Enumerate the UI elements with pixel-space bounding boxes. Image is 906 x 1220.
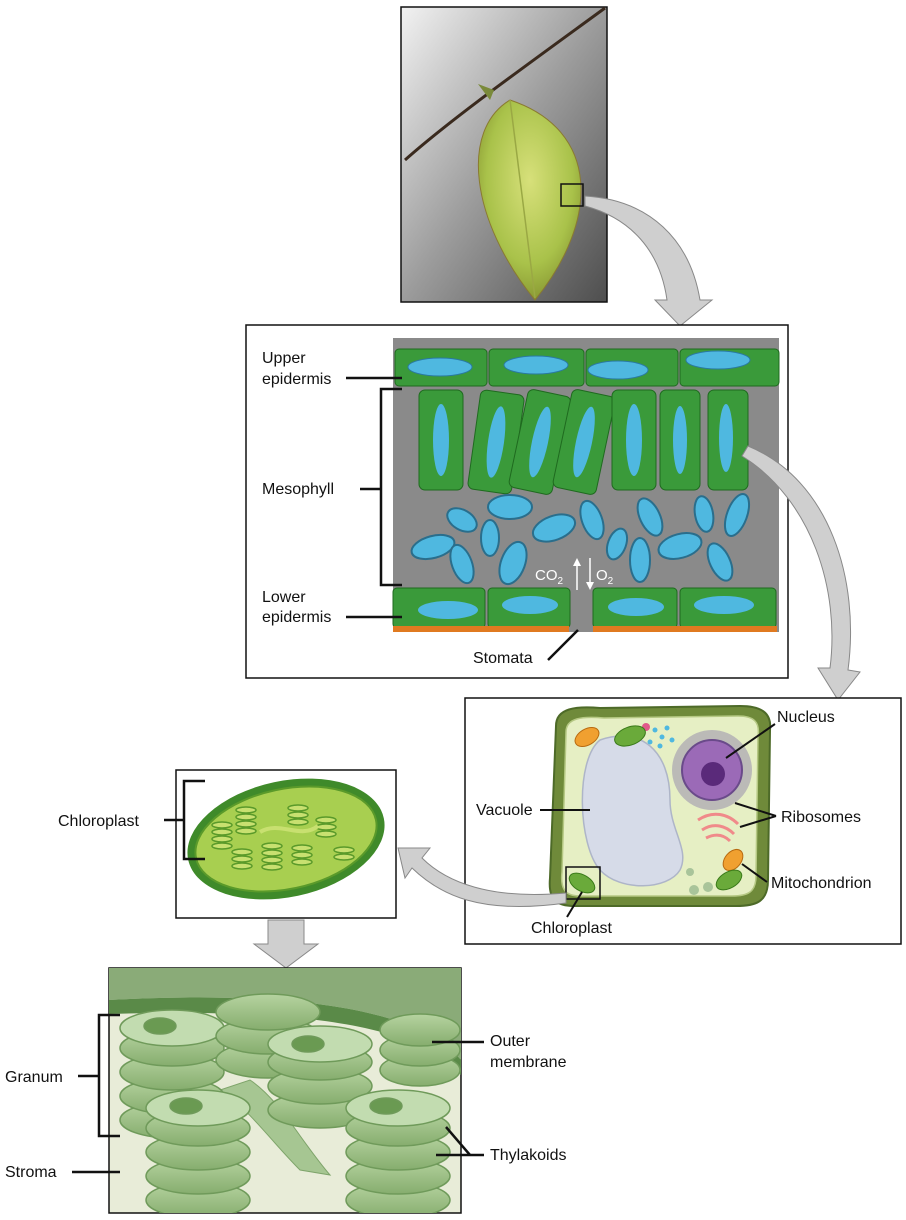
granum-stack-5 <box>345 1089 451 1213</box>
zoom-box-leaf <box>560 183 584 207</box>
upper-epidermis-cells <box>394 348 780 387</box>
ribosomes-pointer-2 <box>739 815 777 828</box>
plant-cell-panel: Nucleus Vacuole Ribosomes Mitochondrion … <box>464 697 902 945</box>
granum-stack-3 <box>267 1025 373 1129</box>
outer-membrane <box>109 968 461 1060</box>
chloroplast-top <box>614 725 646 747</box>
leaf-cross-section-panel: CO2 O2 Upper epidermis Mesophyll Lower e… <box>245 324 789 679</box>
stomata-label: Stomata <box>473 650 533 667</box>
nucleus-pointer <box>725 723 776 759</box>
spongy-cells <box>410 493 751 586</box>
leaf <box>477 99 582 301</box>
granum-stack-4 <box>145 1089 251 1213</box>
chloroplast-cell-label: Chloroplast <box>531 920 612 937</box>
mesophyll-bracket <box>379 387 402 587</box>
mitochondrion-label: Mitochondrion <box>771 875 872 892</box>
zoom-arrow-1 <box>584 195 714 327</box>
golgi <box>697 812 740 843</box>
ribosomes-pointer-1 <box>734 802 777 817</box>
outer-membrane-label-2: membrane <box>490 1054 567 1071</box>
granum-label: Granum <box>5 1069 63 1086</box>
co2-label: CO2 <box>535 567 564 587</box>
chloroplast-in-cell <box>568 872 596 894</box>
nucleus-label: Nucleus <box>777 709 835 726</box>
lower-epidermis-label-2: epidermis <box>262 609 331 626</box>
nucleolus <box>701 762 725 786</box>
stomata-pointer <box>547 629 579 661</box>
mitochondrion-pointer <box>741 863 768 883</box>
ribosomes-label: Ribosomes <box>781 809 861 826</box>
zoom-arrow-3 <box>397 847 567 908</box>
mesophyll-label: Mesophyll <box>262 481 334 498</box>
lower-epidermis-cells <box>392 587 777 632</box>
vacuole-label: Vacuole <box>476 802 533 819</box>
chloroplast-lower <box>715 869 743 891</box>
o2-label: O2 <box>596 567 614 587</box>
zoom-box-chloroplast <box>565 866 601 900</box>
mitochondrion-top <box>574 727 600 747</box>
stroma-label: Stroma <box>5 1164 57 1181</box>
inner-membrane <box>109 997 461 1075</box>
thylakoid-panel: Granum Stroma Outer membrane Thylakoids <box>5 967 567 1214</box>
vacuole <box>581 735 684 887</box>
upper-epidermis-label-1: Upper <box>262 350 306 367</box>
chloroplast-panel: Chloroplast <box>58 769 397 919</box>
palisade-cells <box>418 389 749 495</box>
grana <box>211 804 355 871</box>
leaf-photo <box>400 6 608 303</box>
ribosome-dots <box>647 725 675 749</box>
zoom-arrow-4 <box>252 919 320 969</box>
upper-epidermis-label-2: epidermis <box>262 371 331 388</box>
thylakoids-pointer-1 <box>445 1126 471 1156</box>
lower-epidermis-label-1: Lower <box>262 589 306 606</box>
chloroplast-panel-label: Chloroplast <box>58 813 139 830</box>
outer-membrane-label-1: Outer <box>490 1033 531 1050</box>
mitochondrion <box>722 848 744 872</box>
granum-stack-6 <box>379 1013 461 1087</box>
chloroplast-cell-pointer <box>566 891 583 918</box>
thylakoids-label: Thylakoids <box>490 1147 566 1164</box>
